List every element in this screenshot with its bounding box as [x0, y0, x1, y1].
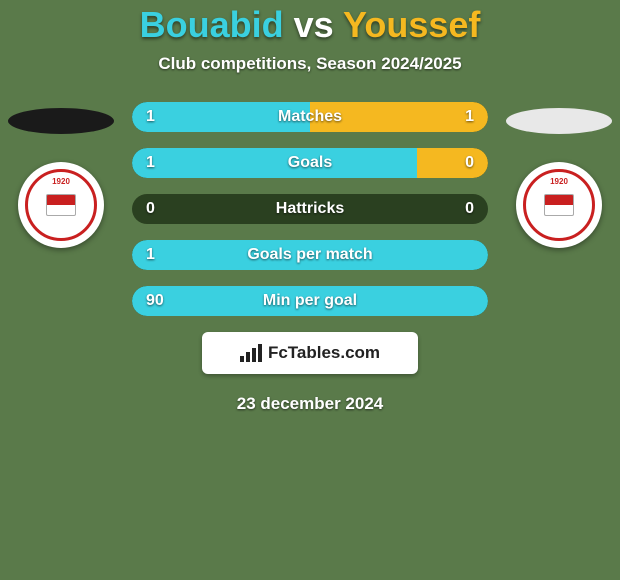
club-badge-inner: 1920 — [25, 169, 97, 241]
badge-flag — [544, 194, 574, 216]
bar-right — [417, 148, 488, 178]
stat-value-right: 0 — [465, 154, 474, 172]
date-label: 23 december 2024 — [0, 394, 620, 414]
stat-label: Hattricks — [276, 200, 344, 218]
badge-year: 1920 — [52, 178, 70, 187]
stat-value-right: 1 — [465, 108, 474, 126]
stat-label: Goals per match — [247, 246, 372, 264]
stat-row: 1 Goals 0 — [132, 148, 488, 178]
vs-label: vs — [294, 4, 334, 45]
player1-name: Bouabid — [140, 4, 284, 45]
stat-label: Min per goal — [263, 292, 357, 310]
stat-label: Goals — [288, 154, 332, 172]
stat-value-left: 90 — [146, 292, 164, 310]
player1-club-badge: 1920 — [18, 162, 104, 248]
comparison-card: Bouabid vs Youssef Club competitions, Se… — [0, 0, 620, 580]
stat-label: Matches — [278, 108, 342, 126]
club-badge-inner: 1920 — [523, 169, 595, 241]
stat-row: 0 Hattricks 0 — [132, 194, 488, 224]
player2-name: Youssef — [343, 4, 480, 45]
content: Bouabid vs Youssef Club competitions, Se… — [0, 0, 620, 414]
chart-icon — [240, 344, 262, 362]
subtitle: Club competitions, Season 2024/2025 — [0, 54, 620, 74]
badge-flag — [46, 194, 76, 216]
comparison-body: 1920 1920 1 Matches 1 1 Goals 0 0 Hattricks 0 1 Go… — [0, 102, 620, 316]
player2-club-badge: 1920 — [516, 162, 602, 248]
stat-value-left: 0 — [146, 200, 155, 218]
stat-value-right: 0 — [465, 200, 474, 218]
bar-left — [132, 148, 417, 178]
badge-year: 1920 — [550, 178, 568, 187]
stat-value-left: 1 — [146, 246, 155, 264]
stat-rows: 1 Matches 1 1 Goals 0 0 Hattricks 0 1 Goals per ma… — [132, 102, 488, 316]
stat-value-left: 1 — [146, 154, 155, 172]
stat-row: 1 Matches 1 — [132, 102, 488, 132]
stat-value-left: 1 — [146, 108, 155, 126]
player1-shadow-oval — [8, 108, 114, 134]
brand-text: FcTables.com — [268, 343, 380, 363]
brand-footer[interactable]: FcTables.com — [202, 332, 418, 374]
stat-row: 90 Min per goal — [132, 286, 488, 316]
page-title: Bouabid vs Youssef — [0, 4, 620, 46]
player2-shadow-oval — [506, 108, 612, 134]
stat-row: 1 Goals per match — [132, 240, 488, 270]
